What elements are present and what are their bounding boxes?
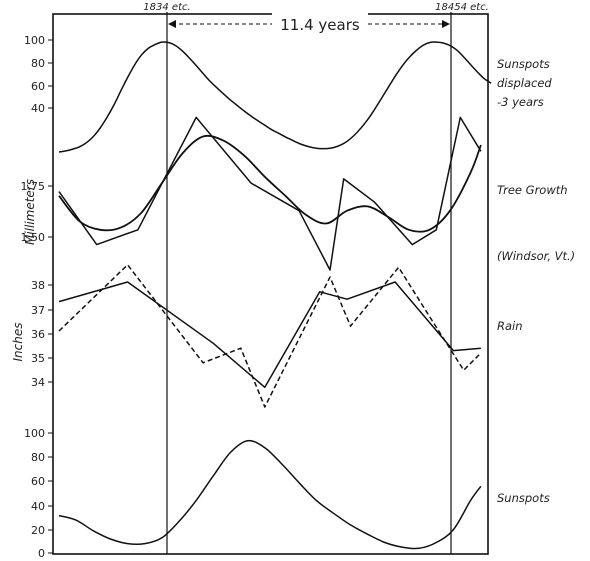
period-arrow-right-head <box>442 20 450 28</box>
y-tick-label: 1.50 <box>21 231 46 244</box>
series-line-rain-solid <box>58 281 481 389</box>
panel-sunspots: 100 80 60 40 20 0 Sunspots <box>24 427 550 560</box>
y-tick-label: 60 <box>31 80 45 93</box>
y-tick-label: 40 <box>31 500 45 513</box>
y-tick-label: 100 <box>24 427 45 440</box>
panel-sunspots-displaced: 100 80 60 40 Sunspots displaced -3 years <box>24 34 552 153</box>
y-tick-label: 36 <box>31 328 45 341</box>
period-arrow-left-head <box>168 20 176 28</box>
y-tick-label: 34 <box>31 376 45 389</box>
series-line-sunspots-displaced-solid <box>58 41 492 153</box>
y-axis-title: Inches <box>11 323 25 362</box>
y-tick-label: 20 <box>31 524 45 537</box>
y-tick-label: 35 <box>31 352 45 365</box>
period-label: 11.4 years <box>280 16 360 34</box>
y-axis-title: Millimeters <box>23 179 37 245</box>
panel-label: Sunspots <box>497 491 550 505</box>
panel-label: Tree Growth <box>497 183 568 197</box>
y-tick-label: 38 <box>31 279 45 292</box>
panel-rain: 38 37 36 35 34 Inches Rain <box>11 264 523 408</box>
panel-label: Rain <box>497 319 523 333</box>
series-line-tree-growth-smooth <box>58 134 482 233</box>
plot-frame <box>52 13 489 555</box>
y-tick-label: 100 <box>24 34 45 47</box>
period-label-bg <box>272 13 368 35</box>
y-tick-label: 60 <box>31 475 45 488</box>
y-tick-label: 80 <box>31 451 45 464</box>
series-line-tree-growth-jagged <box>58 116 482 271</box>
series-line-sunspots-solid <box>58 439 482 550</box>
series-line-rain-dashed <box>58 264 482 408</box>
marker-label-right: 18454 etc. <box>435 2 489 13</box>
y-tick-label: 1.75 <box>21 180 46 193</box>
panel-label: -3 years <box>497 95 544 109</box>
marker-label-left: 1834 etc. <box>143 2 190 13</box>
y-tick-label: 37 <box>31 304 45 317</box>
y-tick-label: 0 <box>38 547 45 560</box>
panel-label: displaced <box>497 76 552 90</box>
y-tick-label: 40 <box>31 102 45 115</box>
y-tick-label: 80 <box>31 57 45 70</box>
panel-label: Sunspots <box>497 57 550 71</box>
panel-label: (Windsor, Vt.) <box>497 249 575 263</box>
